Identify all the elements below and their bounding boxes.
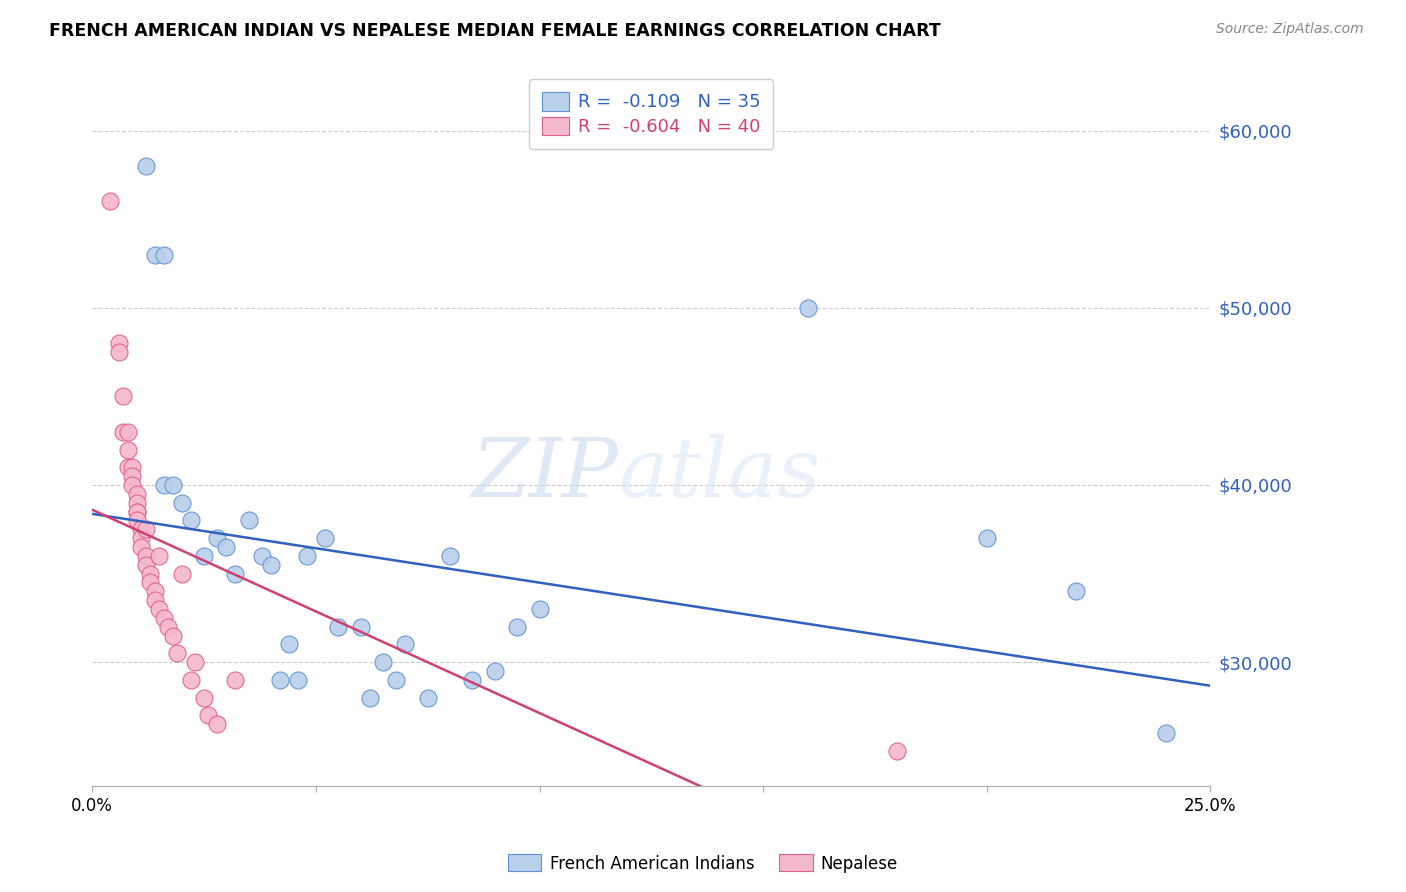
Point — [157, 620, 180, 634]
Point — [250, 549, 273, 563]
Point — [328, 620, 350, 634]
Point — [135, 159, 157, 173]
Point — [152, 478, 174, 492]
Point — [197, 708, 219, 723]
Point — [184, 655, 207, 669]
Point — [117, 425, 139, 439]
Point — [108, 336, 131, 351]
Point — [125, 504, 148, 518]
Point — [416, 690, 439, 705]
Point — [278, 637, 301, 651]
Point — [162, 478, 184, 492]
Point — [148, 549, 170, 563]
Point — [131, 531, 153, 545]
Legend: French American Indians, Nepalese: French American Indians, Nepalese — [501, 847, 905, 880]
Point — [143, 584, 166, 599]
Text: atlas: atlas — [617, 434, 820, 515]
Point — [152, 611, 174, 625]
Point — [121, 469, 143, 483]
Point — [131, 540, 153, 554]
Point — [162, 628, 184, 642]
Point — [886, 744, 908, 758]
Point — [295, 549, 318, 563]
Point — [180, 513, 202, 527]
Point — [1066, 584, 1088, 599]
Point — [135, 558, 157, 572]
Point — [125, 496, 148, 510]
Point — [143, 247, 166, 261]
Point — [439, 549, 461, 563]
Point — [121, 460, 143, 475]
Point — [224, 673, 246, 687]
Point — [180, 673, 202, 687]
Text: ZIP: ZIP — [471, 434, 617, 515]
Point — [349, 620, 371, 634]
Point — [359, 690, 381, 705]
Point — [125, 487, 148, 501]
Point — [148, 602, 170, 616]
Point — [152, 247, 174, 261]
Point — [976, 531, 998, 545]
Point — [314, 531, 336, 545]
Point — [207, 531, 229, 545]
Point — [269, 673, 291, 687]
Point — [260, 558, 283, 572]
Point — [394, 637, 416, 651]
Point — [529, 602, 551, 616]
Point — [131, 522, 153, 536]
Point — [166, 646, 188, 660]
Point — [139, 575, 162, 590]
Point — [170, 496, 193, 510]
Point — [207, 717, 229, 731]
Point — [117, 442, 139, 457]
Text: FRENCH AMERICAN INDIAN VS NEPALESE MEDIAN FEMALE EARNINGS CORRELATION CHART: FRENCH AMERICAN INDIAN VS NEPALESE MEDIA… — [49, 22, 941, 40]
Point — [112, 389, 135, 403]
Legend: R =  -0.109   N = 35, R =  -0.604   N = 40: R = -0.109 N = 35, R = -0.604 N = 40 — [529, 79, 773, 149]
Point — [143, 593, 166, 607]
Point — [121, 478, 143, 492]
Point — [371, 655, 394, 669]
Point — [215, 540, 238, 554]
Text: Source: ZipAtlas.com: Source: ZipAtlas.com — [1216, 22, 1364, 37]
Point — [98, 194, 121, 209]
Point — [238, 513, 260, 527]
Point — [461, 673, 484, 687]
Point — [506, 620, 529, 634]
Point — [135, 522, 157, 536]
Point — [193, 690, 215, 705]
Point — [287, 673, 309, 687]
Point — [117, 460, 139, 475]
Point — [125, 504, 148, 518]
Point — [484, 664, 506, 678]
Point — [170, 566, 193, 581]
Point — [385, 673, 408, 687]
Point — [1154, 726, 1177, 740]
Point — [193, 549, 215, 563]
Point — [135, 549, 157, 563]
Point — [108, 345, 131, 359]
Point — [139, 566, 162, 581]
Point — [125, 513, 148, 527]
Point — [224, 566, 246, 581]
Point — [797, 301, 820, 315]
Point — [112, 425, 135, 439]
